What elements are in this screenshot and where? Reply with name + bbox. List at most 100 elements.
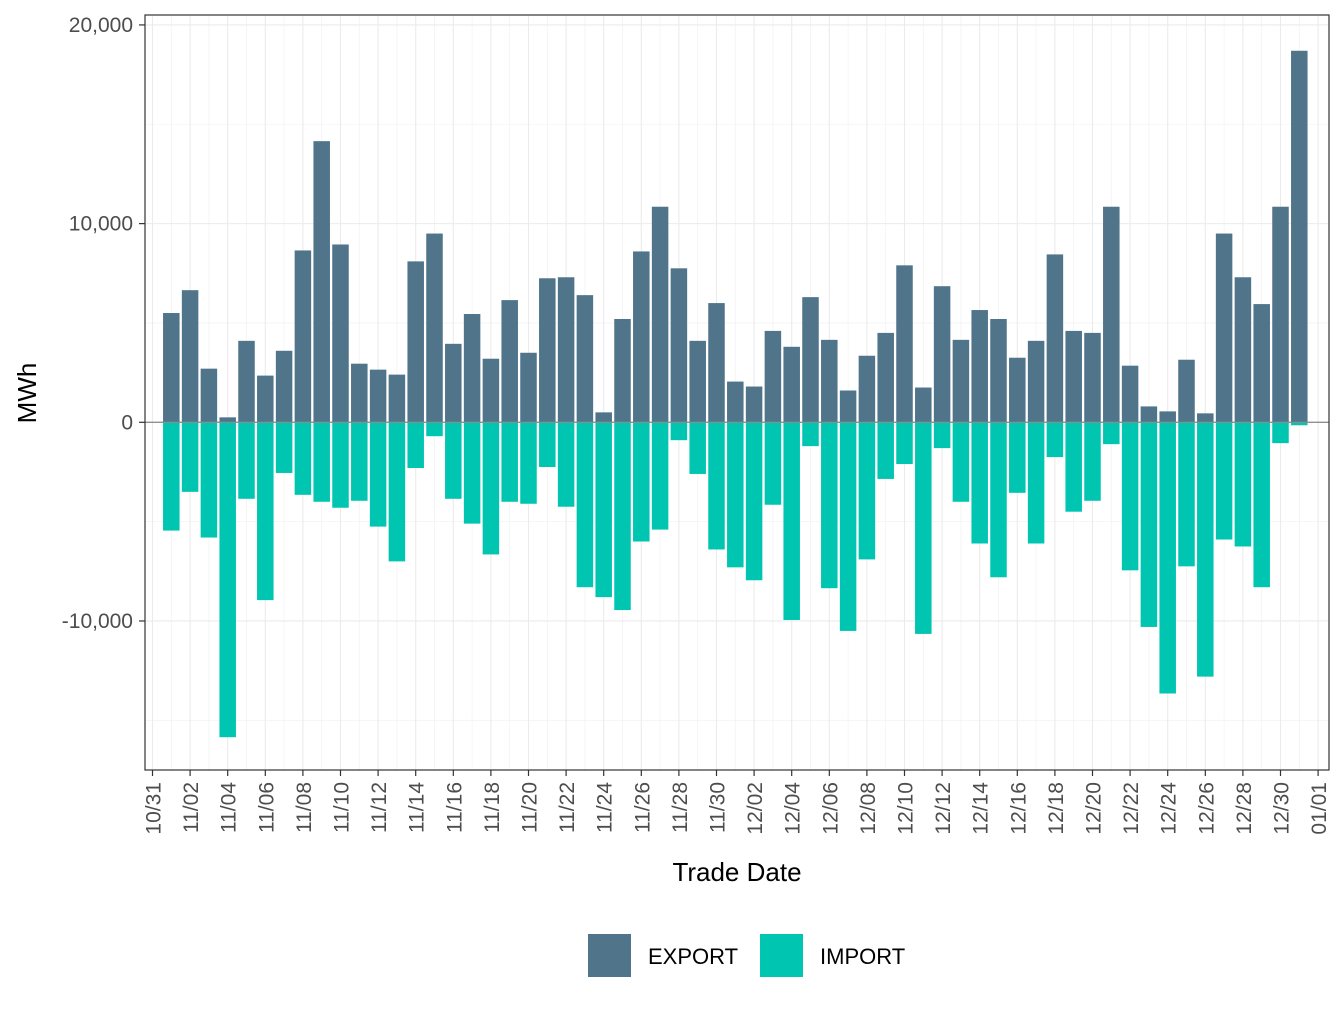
y-tick-label: 0 bbox=[121, 411, 133, 434]
bar-import-11-18 bbox=[482, 422, 500, 555]
bar-export-11-04 bbox=[219, 417, 236, 423]
x-tick-label: 12/10 bbox=[895, 782, 918, 835]
bar-import-11-06 bbox=[257, 422, 274, 601]
bar-export-12-27 bbox=[1215, 233, 1233, 423]
bar-export-12-10 bbox=[896, 265, 913, 423]
bar-export-12-21 bbox=[1103, 206, 1120, 423]
y-tick-label: 20,000 bbox=[69, 14, 133, 37]
bar-export-11-28 bbox=[670, 268, 688, 423]
x-tick-label: 12/26 bbox=[1195, 782, 1218, 835]
bar-import-12-23 bbox=[1140, 422, 1158, 627]
bar-import-11-26 bbox=[633, 422, 650, 542]
bar-import-11-02 bbox=[181, 422, 199, 492]
x-tick-label: 11/18 bbox=[481, 782, 504, 833]
bar-export-11-21 bbox=[539, 278, 556, 423]
bar-import-11-03 bbox=[200, 422, 218, 538]
x-tick-label: 11/22 bbox=[556, 782, 579, 833]
bar-import-11-17 bbox=[463, 422, 481, 524]
legend-label-import: IMPORT bbox=[820, 944, 905, 969]
x-tick-label: 10/31 bbox=[143, 782, 166, 835]
x-tick-label: 11/28 bbox=[669, 782, 692, 833]
x-tick-label: 11/06 bbox=[255, 782, 278, 833]
bar-export-12-01 bbox=[727, 381, 744, 423]
bar-export-12-20 bbox=[1084, 332, 1101, 423]
x-tick-label: 12/22 bbox=[1120, 782, 1143, 835]
legend-label-export: EXPORT bbox=[648, 944, 738, 969]
bar-import-11-24 bbox=[595, 422, 612, 598]
bar-import-12-15 bbox=[990, 422, 1007, 578]
legend-swatch-export bbox=[588, 934, 631, 977]
x-tick-label: 12/06 bbox=[819, 782, 842, 835]
bar-export-12-07 bbox=[839, 390, 857, 423]
x-tick-label: 11/16 bbox=[443, 782, 466, 833]
y-tick-label: 10,000 bbox=[69, 213, 133, 236]
x-tick-label: 12/28 bbox=[1233, 782, 1256, 835]
bar-export-12-23 bbox=[1140, 406, 1158, 423]
x-tick-label: 11/24 bbox=[594, 782, 617, 833]
bar-import-12-11 bbox=[915, 422, 932, 634]
x-tick-label: 12/18 bbox=[1045, 782, 1068, 835]
x-tick-label: 12/16 bbox=[1007, 782, 1030, 835]
bar-import-11-28 bbox=[670, 422, 688, 441]
bar-export-11-15 bbox=[426, 233, 443, 423]
bar-export-11-16 bbox=[445, 343, 462, 423]
bar-import-12-25 bbox=[1178, 422, 1195, 567]
bar-import-12-20 bbox=[1084, 422, 1101, 501]
bar-export-12-18 bbox=[1046, 254, 1064, 423]
bar-import-11-27 bbox=[651, 422, 669, 530]
bar-import-12-01 bbox=[727, 422, 744, 568]
bar-import-11-21 bbox=[539, 422, 556, 467]
bar-import-11-09 bbox=[313, 422, 330, 502]
bar-import-12-06 bbox=[821, 422, 838, 589]
bar-import-11-12 bbox=[369, 422, 387, 527]
bar-export-11-19 bbox=[501, 300, 518, 423]
bar-import-12-29 bbox=[1253, 422, 1270, 588]
bar-export-11-29 bbox=[689, 340, 706, 423]
bar-import-11-11 bbox=[351, 422, 368, 501]
bar-import-11-29 bbox=[689, 422, 706, 474]
bar-import-11-16 bbox=[445, 422, 462, 499]
bar-import-11-10 bbox=[332, 422, 349, 508]
bar-export-12-19 bbox=[1065, 330, 1082, 423]
bar-import-11-25 bbox=[614, 422, 631, 611]
bar-import-12-18 bbox=[1046, 422, 1064, 458]
bar-import-11-04 bbox=[219, 422, 236, 738]
x-tick-label: 11/04 bbox=[218, 782, 241, 833]
x-tick-label: 11/08 bbox=[293, 782, 316, 833]
bar-import-11-01 bbox=[163, 422, 180, 531]
bar-import-12-09 bbox=[877, 422, 894, 479]
bar-import-12-03 bbox=[764, 422, 782, 505]
y-tick-label: -10,000 bbox=[62, 610, 133, 633]
x-tick-label: 12/04 bbox=[782, 782, 805, 835]
bar-import-12-10 bbox=[896, 422, 913, 465]
bar-export-12-29 bbox=[1253, 304, 1270, 423]
bar-import-12-07 bbox=[839, 422, 857, 631]
bar-import-12-05 bbox=[802, 422, 819, 447]
x-tick-label: 12/12 bbox=[932, 782, 955, 835]
bar-export-11-14 bbox=[407, 261, 424, 423]
legend: EXPORT IMPORT bbox=[588, 934, 905, 977]
bar-export-12-04 bbox=[783, 346, 800, 423]
bar-import-11-05 bbox=[238, 422, 255, 499]
x-tick-label: 11/10 bbox=[331, 782, 354, 833]
bar-export-11-10 bbox=[332, 244, 349, 423]
bar-export-11-06 bbox=[257, 375, 274, 423]
bar-import-12-26 bbox=[1197, 422, 1214, 677]
bar-export-11-12 bbox=[369, 369, 387, 423]
x-tick-label: 12/08 bbox=[857, 782, 880, 835]
bar-export-12-15 bbox=[990, 318, 1007, 423]
x-tick-label: 12/02 bbox=[744, 782, 767, 835]
bar-import-11-22 bbox=[557, 422, 575, 507]
x-tick-label: 11/02 bbox=[180, 782, 203, 833]
bar-export-12-28 bbox=[1234, 277, 1252, 423]
bar-export-11-09 bbox=[313, 141, 330, 423]
x-tick-label: 11/12 bbox=[368, 782, 391, 833]
bar-import-12-02 bbox=[745, 422, 763, 581]
bar-import-11-20 bbox=[520, 422, 537, 504]
bar-export-11-11 bbox=[351, 363, 368, 423]
bar-import-12-13 bbox=[952, 422, 970, 502]
bar-export-11-05 bbox=[238, 340, 255, 423]
bar-import-12-30 bbox=[1272, 422, 1289, 444]
bar-import-11-14 bbox=[407, 422, 424, 468]
